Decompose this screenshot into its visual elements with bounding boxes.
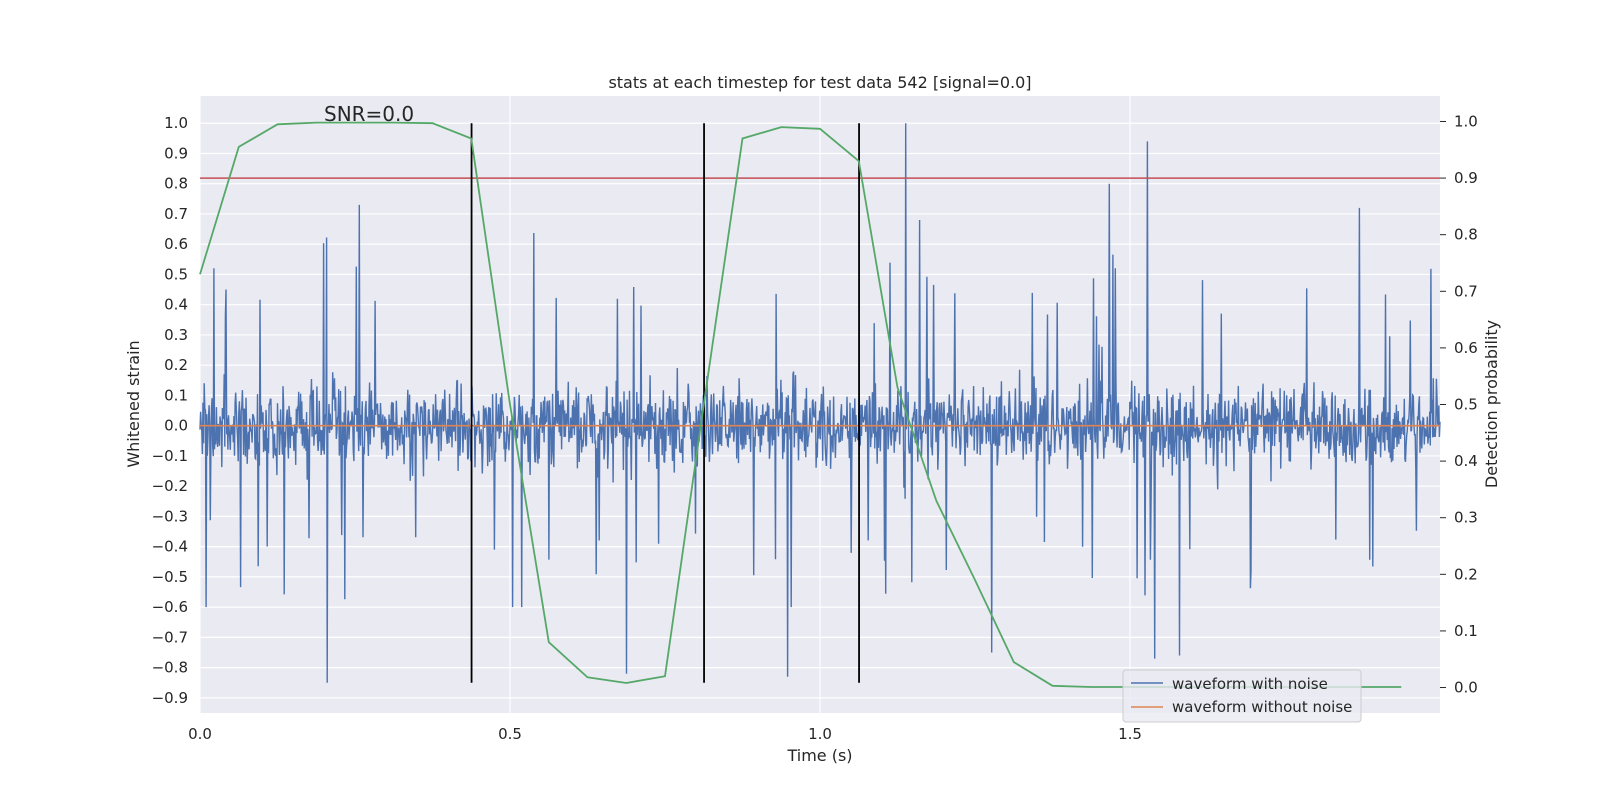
y-tick-label: 0.5 [164, 265, 188, 283]
y-axis-title: Whitened strain [124, 340, 143, 467]
y-tick-label: 0.7 [164, 205, 188, 223]
legend-box [1122, 669, 1362, 723]
y2-tick-label: 0.0 [1454, 679, 1478, 697]
legend-label-clean: waveform without noise [1172, 698, 1352, 716]
y-tick-label: 0.1 [164, 386, 188, 404]
y-tick-label: 0.9 [164, 144, 188, 162]
y-tick-label: −0.3 [152, 507, 188, 525]
y2-axis-title: Detection probability [1482, 320, 1501, 488]
y2-tick-label: 0.5 [1454, 396, 1478, 414]
y2-tick-label: 0.3 [1454, 509, 1478, 527]
y2-tick-label: 1.0 [1454, 112, 1478, 130]
y-tick-label: −0.6 [152, 598, 188, 616]
y-tick-label: 0.6 [164, 235, 188, 253]
x-axis-title: Time (s) [786, 746, 852, 765]
y2-tick-label: 0.2 [1454, 565, 1478, 583]
y2-tick-label: 0.6 [1454, 339, 1478, 357]
y-tick-label: −0.7 [152, 628, 188, 646]
y2-tick-label: 0.9 [1454, 169, 1478, 187]
snr-annotation: SNR=0.0 [324, 102, 414, 126]
x-tick-label: 0.0 [188, 725, 212, 743]
y-tick-label: 0.8 [164, 175, 188, 193]
y-tick-label: 0.4 [164, 296, 188, 314]
y-tick-label: −0.1 [152, 447, 188, 465]
y2-tick-label: 0.1 [1454, 622, 1478, 640]
y-tick-label: −0.4 [152, 538, 188, 556]
y2-tick-label: 0.8 [1454, 226, 1478, 244]
y-tick-label: −0.5 [152, 568, 188, 586]
chart-title: stats at each timestep for test data 542… [608, 73, 1031, 92]
y-tick-label: 0.3 [164, 326, 188, 344]
y-tick-label: 0.2 [164, 356, 188, 374]
y2-tick-label: 0.7 [1454, 282, 1478, 300]
x-tick-label: 1.0 [808, 725, 832, 743]
x-tick-label: 0.5 [498, 725, 522, 743]
y-tick-label: 1.0 [164, 114, 188, 132]
x-tick-label: 1.5 [1118, 725, 1142, 743]
y-tick-label: 0.0 [164, 417, 188, 435]
y-tick-label: −0.2 [152, 477, 188, 495]
legend: waveform with noise waveform without noi… [1122, 669, 1362, 723]
legend-label-noisy: waveform with noise [1172, 675, 1328, 693]
y-tick-label: −0.9 [152, 689, 188, 707]
y-tick-label: −0.8 [152, 659, 188, 677]
y2-tick-label: 0.4 [1454, 452, 1478, 470]
